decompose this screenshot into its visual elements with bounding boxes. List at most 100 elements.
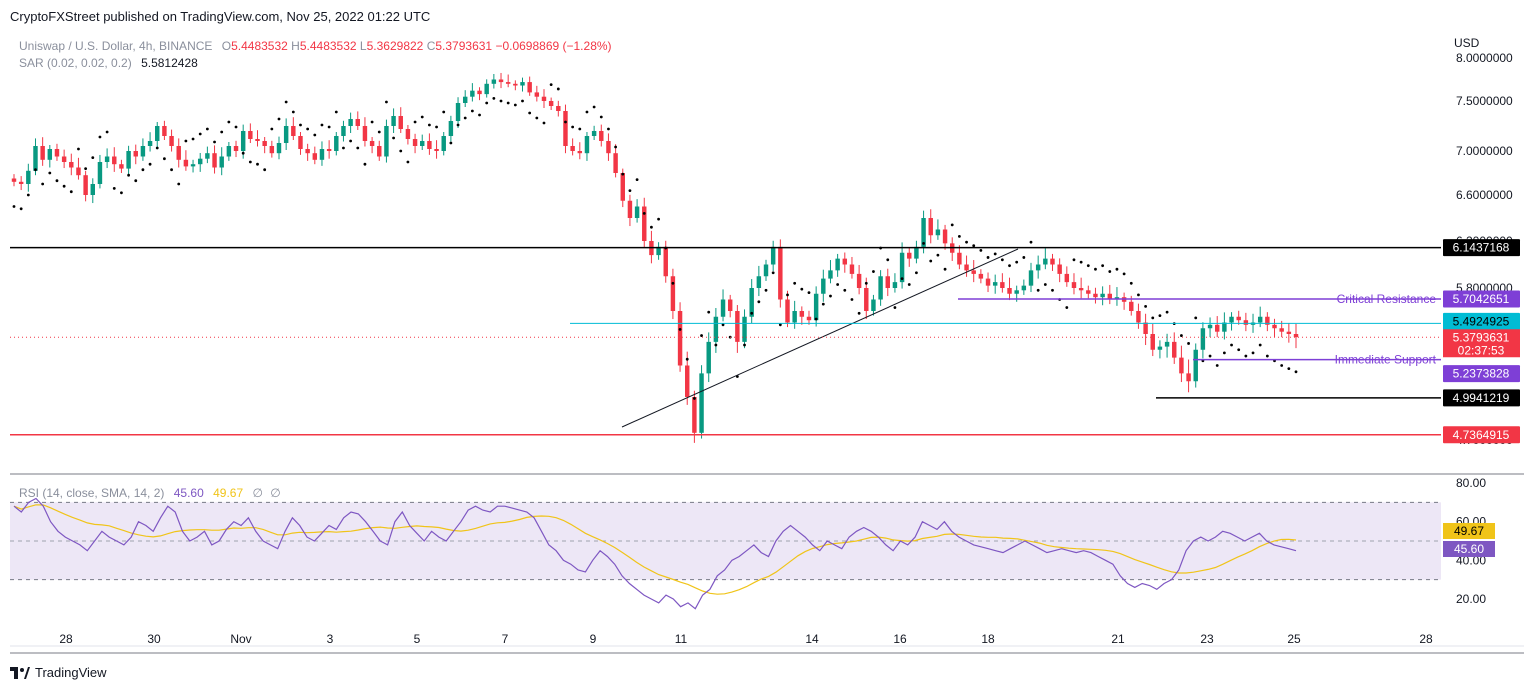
sar-dot [1043,283,1047,286]
sar-dot [1022,256,1026,259]
candle-body [1229,316,1234,323]
candle-body [957,252,962,265]
candle-body [112,156,117,165]
sar-dot [1129,281,1133,285]
sar-dot [120,191,123,195]
candle-body [1164,341,1170,347]
candle-body [498,79,504,83]
candle-body [61,156,67,162]
candle-body [1286,331,1292,334]
sar-dot [707,310,711,314]
candle-body [33,146,38,171]
sar-dot [26,193,30,197]
candle-body [491,79,497,84]
sar-dot [907,283,911,286]
countdown-tag: 02:37:53 [1458,343,1505,357]
candle-body [813,293,819,321]
sar-dot [270,127,274,131]
candle-body [384,126,389,157]
last-price-tag: 5.3793631 [1453,330,1510,344]
candle-body [140,146,146,157]
candle-body [1107,293,1113,300]
candle-body [835,258,840,271]
candle-body [119,164,124,169]
sar-dot [213,140,216,144]
footer-brand: TradingView [35,665,107,680]
sar-dot [1265,354,1269,358]
candle-body [541,96,547,101]
sar-dot [979,249,983,252]
sar-dot [34,168,37,172]
level-tag-bg [1443,365,1520,383]
sar-dot [714,343,718,347]
sar-dot [227,120,231,124]
candle-body [1143,322,1148,334]
sar-dot [900,277,904,280]
sar-dot [1000,258,1004,262]
sar-dot [692,397,696,400]
candle-body [1093,293,1098,298]
price-axis-tick: 7.0000000 [1456,144,1513,158]
sar-dot [327,125,331,129]
sar-dot [700,334,703,337]
price-axis-tick: 6.6000000 [1456,188,1513,202]
level-tag: 5.2373828 [1453,367,1510,381]
candle-body [584,136,590,154]
candle-body [713,316,719,342]
rsi-label[interactable]: RSI (14, close, SMA, 14, 2) [19,486,165,500]
candle-body [1222,322,1227,332]
sar-dot [349,139,353,143]
candle-body [663,246,668,277]
candle-body [1207,324,1213,329]
sar-dot [320,123,324,127]
candle-body [341,126,346,136]
high-label: H [291,39,300,53]
rsi-tag: 45.60 [1454,542,1484,556]
level-annotation: Immediate Support [1335,353,1437,367]
candle-body [233,146,239,151]
sar-dot [836,283,840,286]
sar-dot [234,125,238,129]
rsi-ma-tag-bg [1443,523,1495,539]
candle-body [26,170,31,184]
sar-dot [807,291,811,294]
candle-body [642,206,647,241]
candle-body [634,206,640,218]
sar-dot [893,306,897,309]
candle-body [864,288,869,311]
open-value: 5.4483532 [231,39,288,53]
sar-dot [155,146,159,150]
sar-label[interactable]: SAR (0.02, 0.02, 0.2) [19,56,132,70]
sar-dot [571,125,575,129]
sar-dot [1144,305,1147,308]
sar-dot [793,281,797,285]
candle-body [291,126,296,136]
symbol-title[interactable]: Uniswap / U.S. Dollar, 4h, BINANCE [19,39,213,53]
sar-dot [170,168,173,172]
sar-dot [1137,293,1140,297]
candle-body [1000,282,1005,288]
sar-dot [105,130,109,134]
candle-body [778,246,783,300]
sar-dot [1194,316,1198,320]
candle-body [162,126,167,136]
tradingview-footer[interactable]: TradingView [10,665,107,680]
candle-body [1272,324,1277,329]
sar-dot [392,136,395,140]
time-axis-tick: 7 [502,632,509,646]
candle-body [591,131,597,136]
candle-body [821,278,826,294]
sar-dot [564,120,567,124]
candle-body [921,218,926,247]
candle-body [1086,290,1091,294]
candle-body [1157,346,1163,350]
candle-body [255,139,260,141]
candle-body [319,149,325,160]
sar-dot [857,311,861,315]
sar-dot [872,270,875,273]
sar-dot [1244,354,1248,358]
sar-dot [1180,334,1183,337]
sar-dot [399,149,403,153]
candle-body [391,116,396,126]
